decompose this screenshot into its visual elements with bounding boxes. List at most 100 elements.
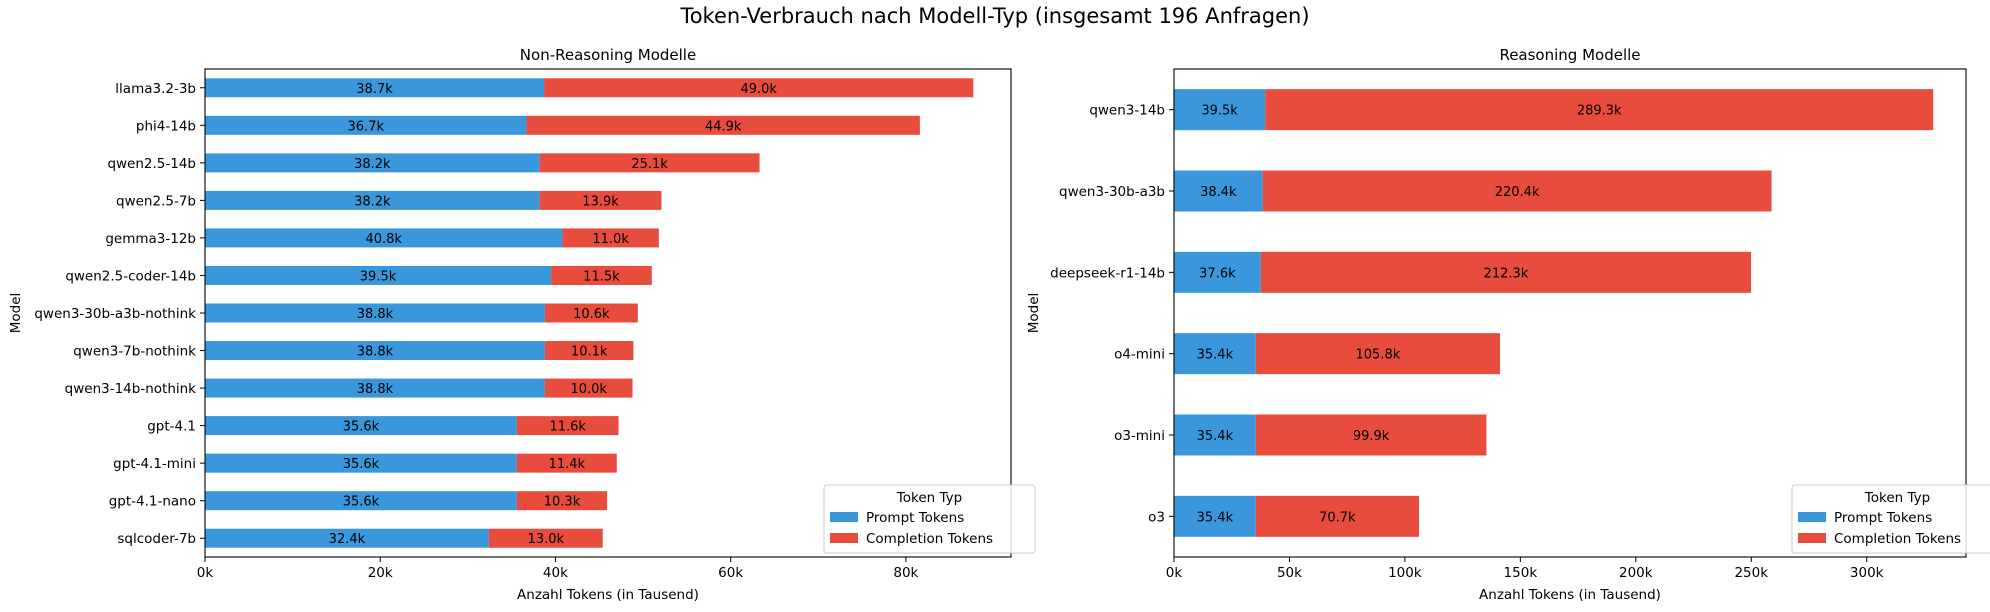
x-tick-label: 80k xyxy=(893,565,918,581)
bar-completion-qwen2.5-7b xyxy=(539,190,662,210)
bar-value-label: 70.7k xyxy=(1319,510,1356,525)
legend-box xyxy=(823,484,1036,554)
bar-completion-sqlcoder-7b xyxy=(488,528,603,548)
x-tick-label: 300k xyxy=(1850,565,1884,581)
bar-completion-o3 xyxy=(1255,495,1419,537)
axes-frame xyxy=(204,68,1012,558)
legend-swatch-prompt xyxy=(830,512,858,522)
bar-value-label: 25.1k xyxy=(631,157,668,172)
x-tick-label: 100k xyxy=(1388,565,1422,581)
y-tick-label: sqlcoder-7b xyxy=(117,531,196,547)
bar-completion-qwen2.5-coder-14b xyxy=(551,265,652,285)
bar-completion-qwen3-14b xyxy=(1265,89,1934,131)
bar-prompt-qwen2.5-coder-14b xyxy=(205,265,552,285)
legend-swatch-prompt xyxy=(1798,512,1826,522)
bar-prompt-gpt-4.1 xyxy=(205,416,517,436)
bar-value-label: 289.3k xyxy=(1577,104,1622,119)
bar-value-label: 40.8k xyxy=(365,232,402,247)
bar-value-label: 38.8k xyxy=(357,382,394,397)
legend-label: Completion Tokens xyxy=(1834,531,1961,547)
bar-value-label: 10.1k xyxy=(571,345,608,360)
bar-value-label: 13.0k xyxy=(528,532,565,547)
bar-prompt-qwen3-7b-nothink xyxy=(205,341,545,361)
bar-value-label: 38.8k xyxy=(357,307,394,322)
bar-value-label: 220.4k xyxy=(1495,185,1540,200)
panel-title: Reasoning Modelle xyxy=(1499,46,1640,64)
y-tick-label: o4-mini xyxy=(1114,347,1165,363)
legend-label: Prompt Tokens xyxy=(1834,510,1932,526)
y-tick-label: gemma3-12b xyxy=(105,231,196,247)
bar-completion-llama3.2-3b xyxy=(544,78,974,98)
bar-completion-qwen2.5-14b xyxy=(539,153,760,173)
bar-value-label: 11.6k xyxy=(549,420,586,435)
bar-value-label: 212.3k xyxy=(1484,266,1529,281)
chart-panel-2: Reasoning Modelle 39.5k 289.3k qwen3-14b 38.… xyxy=(1026,46,1990,603)
bar-value-label: 38.2k xyxy=(354,194,391,209)
y-tick-label: qwen3-14b xyxy=(1089,103,1165,119)
y-tick-label: qwen2.5-7b xyxy=(116,193,196,209)
bar-completion-o4-mini xyxy=(1255,333,1501,375)
bar-completion-gpt-4.1-nano xyxy=(516,491,608,511)
bar-completion-gpt-4.1-mini xyxy=(516,453,617,473)
y-tick-label: gpt-4.1 xyxy=(147,419,196,435)
bar-value-label: 49.0k xyxy=(740,82,777,97)
bar-prompt-qwen3-14b xyxy=(1174,89,1266,131)
bar-value-label: 36.7k xyxy=(348,119,385,134)
y-axis-label: Model xyxy=(1026,293,1042,334)
legend-title: Token Typ xyxy=(896,490,962,506)
x-tick-label: 50k xyxy=(1277,565,1302,581)
legend: Token Typ Prompt Tokens Completion Tokens xyxy=(823,484,1036,554)
y-tick-label: qwen3-14b-nothink xyxy=(65,381,197,397)
y-tick-label: gpt-4.1-mini xyxy=(113,456,196,472)
x-tick-label: 150k xyxy=(1504,565,1538,581)
y-tick-label: o3-mini xyxy=(1114,428,1165,444)
y-tick-label: o3 xyxy=(1148,509,1165,525)
bar-value-label: 38.8k xyxy=(357,345,394,360)
bar-prompt-qwen2.5-14b xyxy=(205,153,540,173)
y-tick-label: qwen3-7b-nothink xyxy=(73,344,196,360)
x-axis-label: Anzahl Tokens (in Tausend) xyxy=(1479,587,1661,603)
y-tick-label: llama3.2-3b xyxy=(115,81,196,97)
bar-value-label: 38.4k xyxy=(1200,185,1237,200)
bar-completion-gemma3-12b xyxy=(562,228,659,248)
bar-value-label: 39.5k xyxy=(360,269,397,284)
y-tick-label: qwen3-30b-a3b-nothink xyxy=(34,306,196,322)
bar-value-label: 32.4k xyxy=(329,532,366,547)
bar-value-label: 99.9k xyxy=(1353,429,1390,444)
legend-label: Completion Tokens xyxy=(866,531,993,547)
bar-value-label: 11.0k xyxy=(592,232,629,247)
bar-value-label: 37.6k xyxy=(1199,266,1236,281)
bar-completion-deepseek-r1-14b xyxy=(1260,251,1752,293)
legend: Token Typ Prompt Tokens Completion Tokens xyxy=(1791,484,1990,554)
bar-prompt-sqlcoder-7b xyxy=(205,528,489,548)
bar-prompt-deepseek-r1-14b xyxy=(1174,251,1261,293)
x-axis-label: Anzahl Tokens (in Tausend) xyxy=(517,587,699,603)
bar-completion-qwen3-7b-nothink xyxy=(544,341,634,361)
bar-value-label: 38.2k xyxy=(354,157,391,172)
bar-completion-gpt-4.1 xyxy=(516,416,619,436)
bar-value-label: 44.9k xyxy=(705,119,742,134)
x-tick-label: 20k xyxy=(368,565,393,581)
bar-prompt-llama3.2-3b xyxy=(205,78,545,98)
bar-prompt-o4-mini xyxy=(1174,333,1256,375)
x-tick-label: 40k xyxy=(543,565,568,581)
bar-completion-o3-mini xyxy=(1255,414,1487,456)
panel-title: Non-Reasoning Modelle xyxy=(520,46,696,64)
bar-prompt-o3 xyxy=(1174,495,1256,537)
bar-completion-qwen3-30b-a3b-nothink xyxy=(544,303,638,323)
y-tick-label: deepseek-r1-14b xyxy=(1050,265,1165,281)
x-tick-label: 60k xyxy=(718,565,743,581)
bar-prompt-phi4-14b xyxy=(205,115,527,135)
figure-title: Token-Verbrauch nach Modell-Typ (insgesa… xyxy=(680,4,1310,28)
y-tick-label: qwen2.5-coder-14b xyxy=(65,268,196,284)
bar-prompt-qwen3-30b-a3b xyxy=(1174,170,1263,212)
x-tick-label: 200k xyxy=(1619,565,1653,581)
bar-prompt-qwen3-14b-nothink xyxy=(205,378,545,398)
bar-value-label: 105.8k xyxy=(1356,348,1401,363)
y-axis-label: Model xyxy=(8,293,24,334)
x-tick-label: 250k xyxy=(1734,565,1768,581)
bar-value-label: 39.5k xyxy=(1201,104,1238,119)
y-tick-label: qwen2.5-14b xyxy=(107,156,196,172)
